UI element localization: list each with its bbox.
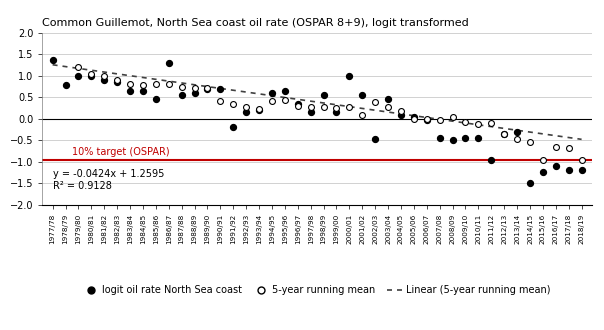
5-year running mean bbox=[280, 98, 290, 103]
Text: 10% target (OSPAR): 10% target (OSPAR) bbox=[72, 147, 170, 156]
5-year running mean bbox=[228, 101, 238, 107]
logit oil rate North Sea coast bbox=[293, 101, 303, 107]
5-year running mean bbox=[164, 82, 173, 87]
logit oil rate North Sea coast bbox=[461, 136, 471, 141]
5-year running mean bbox=[74, 65, 83, 70]
logit oil rate North Sea coast bbox=[48, 57, 57, 62]
logit oil rate North Sea coast bbox=[112, 80, 122, 85]
5-year running mean bbox=[500, 131, 509, 137]
logit oil rate North Sea coast bbox=[332, 110, 341, 115]
logit oil rate North Sea coast bbox=[448, 138, 457, 143]
logit oil rate North Sea coast bbox=[60, 83, 70, 88]
logit oil rate North Sea coast bbox=[358, 93, 367, 98]
5-year running mean bbox=[461, 119, 471, 124]
5-year running mean bbox=[551, 144, 561, 149]
logit oil rate North Sea coast bbox=[486, 157, 496, 162]
logit oil rate North Sea coast bbox=[74, 73, 83, 79]
logit oil rate North Sea coast bbox=[319, 93, 329, 98]
logit oil rate North Sea coast bbox=[216, 86, 225, 91]
logit oil rate North Sea coast bbox=[383, 97, 393, 102]
logit oil rate North Sea coast bbox=[164, 60, 173, 66]
Text: y = -0.0424x + 1.2595: y = -0.0424x + 1.2595 bbox=[53, 169, 165, 179]
Text: Common Guillemot, North Sea coast oil rate (OSPAR 8+9), logit transformed: Common Guillemot, North Sea coast oil ra… bbox=[42, 18, 469, 28]
Text: R² = 0.9128: R² = 0.9128 bbox=[53, 181, 112, 191]
logit oil rate North Sea coast bbox=[202, 86, 212, 91]
logit oil rate North Sea coast bbox=[280, 88, 290, 94]
logit oil rate North Sea coast bbox=[228, 125, 238, 130]
5-year running mean bbox=[86, 71, 96, 77]
logit oil rate North Sea coast bbox=[151, 97, 161, 102]
logit oil rate North Sea coast bbox=[422, 117, 432, 122]
5-year running mean bbox=[190, 85, 199, 90]
5-year running mean bbox=[370, 99, 380, 104]
logit oil rate North Sea coast bbox=[267, 90, 277, 96]
logit oil rate North Sea coast bbox=[100, 78, 109, 83]
5-year running mean bbox=[358, 113, 367, 118]
logit oil rate North Sea coast bbox=[396, 112, 406, 117]
5-year running mean bbox=[332, 106, 341, 111]
5-year running mean bbox=[525, 140, 535, 145]
logit oil rate North Sea coast bbox=[564, 168, 574, 173]
logit oil rate North Sea coast bbox=[409, 114, 419, 119]
5-year running mean bbox=[242, 104, 251, 110]
logit oil rate North Sea coast bbox=[474, 136, 483, 141]
logit oil rate North Sea coast bbox=[125, 88, 135, 94]
5-year running mean bbox=[435, 117, 445, 122]
logit oil rate North Sea coast bbox=[254, 108, 264, 113]
5-year running mean bbox=[138, 83, 148, 88]
logit oil rate North Sea coast bbox=[177, 93, 187, 98]
5-year running mean bbox=[486, 120, 496, 126]
5-year running mean bbox=[202, 85, 212, 90]
logit oil rate North Sea coast bbox=[538, 170, 548, 175]
logit oil rate North Sea coast bbox=[242, 110, 251, 115]
5-year running mean bbox=[538, 157, 548, 162]
logit oil rate North Sea coast bbox=[306, 110, 315, 115]
logit oil rate North Sea coast bbox=[138, 88, 148, 94]
5-year running mean bbox=[267, 98, 277, 103]
logit oil rate North Sea coast bbox=[525, 181, 535, 186]
5-year running mean bbox=[409, 116, 419, 121]
5-year running mean bbox=[422, 116, 432, 121]
5-year running mean bbox=[474, 121, 483, 127]
5-year running mean bbox=[512, 137, 522, 142]
5-year running mean bbox=[216, 98, 225, 103]
5-year running mean bbox=[177, 85, 187, 90]
5-year running mean bbox=[151, 82, 161, 87]
5-year running mean bbox=[254, 107, 264, 112]
5-year running mean bbox=[125, 82, 135, 87]
logit oil rate North Sea coast bbox=[512, 129, 522, 134]
5-year running mean bbox=[100, 73, 109, 79]
logit oil rate North Sea coast bbox=[86, 73, 96, 79]
logit oil rate North Sea coast bbox=[435, 136, 445, 141]
5-year running mean bbox=[344, 105, 354, 110]
5-year running mean bbox=[293, 103, 303, 109]
5-year running mean bbox=[448, 114, 457, 119]
5-year running mean bbox=[564, 145, 574, 150]
logit oil rate North Sea coast bbox=[344, 73, 354, 79]
logit oil rate North Sea coast bbox=[577, 168, 586, 173]
5-year running mean bbox=[306, 104, 315, 110]
Legend: logit oil rate North Sea coast, 5-year running mean, Linear (5-year running mean: logit oil rate North Sea coast, 5-year r… bbox=[80, 281, 554, 299]
5-year running mean bbox=[396, 109, 406, 114]
logit oil rate North Sea coast bbox=[370, 136, 380, 142]
5-year running mean bbox=[577, 157, 586, 162]
5-year running mean bbox=[319, 104, 329, 110]
logit oil rate North Sea coast bbox=[551, 163, 561, 169]
5-year running mean bbox=[112, 78, 122, 83]
logit oil rate North Sea coast bbox=[500, 131, 509, 137]
5-year running mean bbox=[383, 104, 393, 110]
logit oil rate North Sea coast bbox=[190, 90, 199, 96]
